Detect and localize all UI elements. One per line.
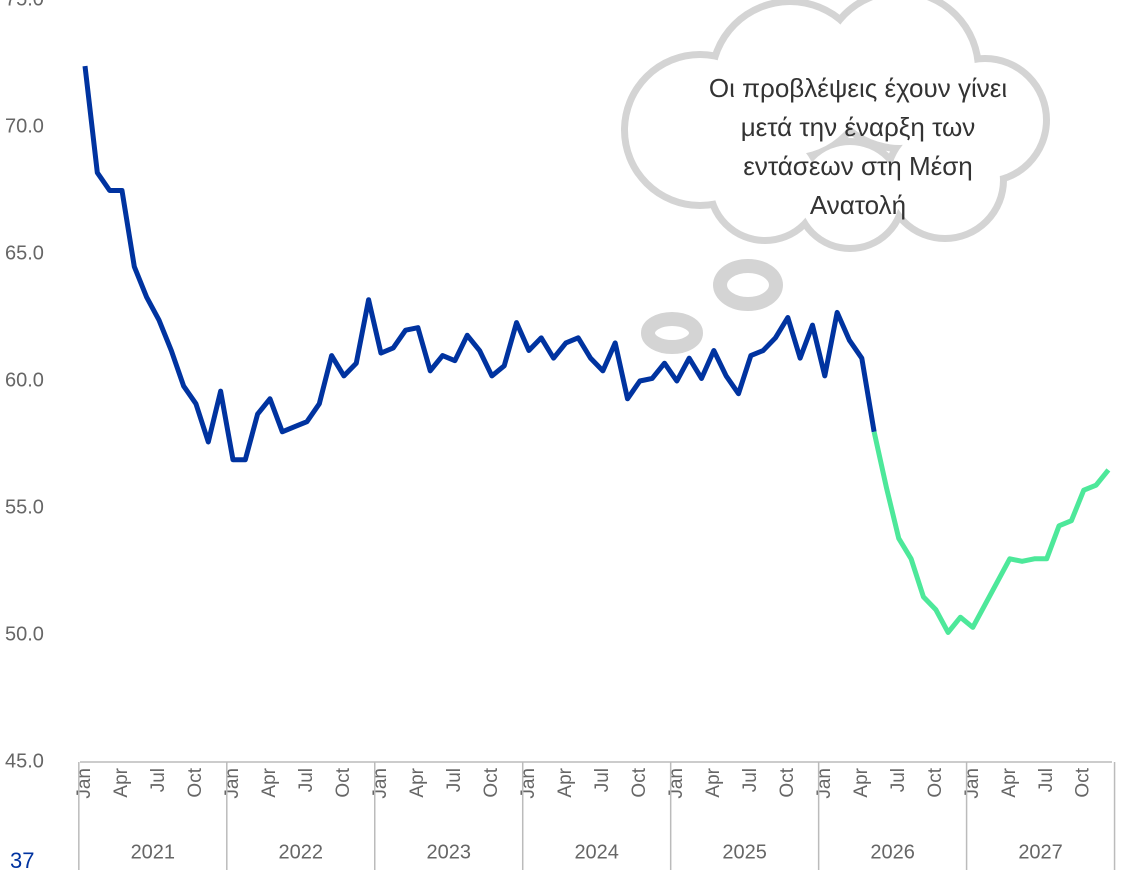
x-tick-label: Jan [814, 768, 835, 799]
year-label: 2025 [722, 841, 767, 863]
year-label: 2024 [574, 841, 619, 863]
x-tick-label: Jan [962, 768, 983, 799]
x-tick-label: Apr [407, 767, 428, 797]
x-tick-label: Oct [333, 767, 354, 797]
x-tick-label: Apr [259, 767, 280, 797]
x-tick-label: Oct [185, 767, 206, 797]
x-tick-label: Oct [481, 767, 502, 797]
year-label: 2021 [131, 841, 176, 863]
x-tick-label: Jul [148, 768, 169, 792]
x-tick-label: Apr [851, 767, 872, 797]
x-tick-label: Jul [1036, 768, 1057, 792]
y-tick-label: 60.0 [5, 369, 44, 391]
series-line [82, 65, 877, 463]
x-tick-label: Apr [111, 767, 132, 797]
x-tick-label: Jul [888, 768, 909, 792]
x-tick-label: Jul [740, 768, 761, 792]
annotation: Ανατολή [810, 190, 906, 220]
annotation: μετά την έναρξη των [741, 112, 976, 142]
x-tick-label: Oct [629, 767, 650, 797]
y-tick-label: 55.0 [5, 496, 44, 518]
y-tick-label: 65.0 [5, 242, 44, 264]
x-tick-label: Jan [666, 768, 687, 799]
x-tick-label: Oct [925, 767, 946, 797]
year-label: 2026 [870, 841, 915, 863]
x-tick-label: Jan [518, 768, 539, 799]
y-tick-label: 50.0 [5, 623, 44, 645]
year-label: 2027 [1018, 841, 1063, 863]
x-tick-label: Jul [296, 768, 317, 792]
year-label: 2023 [426, 841, 471, 863]
annotation: εντάσεων στη Μέση [743, 151, 972, 181]
x-tick-label: Jul [592, 768, 613, 792]
page-number: 37 [10, 848, 34, 873]
cloud-fill [628, 0, 1043, 245]
x-tick-label: Apr [999, 767, 1020, 797]
x-tick-label: Jan [222, 768, 243, 799]
x-tick-label: Oct [1073, 767, 1094, 797]
x-tick-label: Apr [703, 767, 724, 797]
series-line [871, 431, 1111, 635]
y-tick-label: 70.0 [5, 115, 44, 137]
annotation: Οι προβλέψεις έχουν γίνει [709, 73, 1007, 103]
y-tick-label: 75.0 [5, 0, 44, 10]
y-tick-label: 45.0 [5, 750, 44, 772]
year-label: 2022 [279, 841, 324, 863]
x-tick-label: Oct [777, 767, 798, 797]
x-tick-label: Jul [444, 768, 465, 792]
x-tick-label: Jan [370, 768, 391, 799]
x-tick-label: Jan [74, 768, 95, 799]
x-tick-label: Apr [555, 767, 576, 797]
